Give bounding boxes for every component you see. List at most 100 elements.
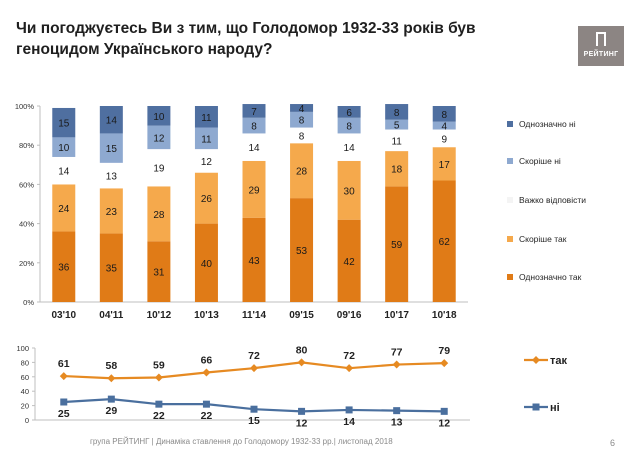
bar-data-label: 11 (201, 113, 212, 124)
bar-data-label: 43 (248, 256, 260, 267)
bar-data-label: 30 (344, 186, 356, 197)
bar-data-label: 28 (153, 210, 165, 221)
line-data-label: 66 (201, 354, 213, 366)
line-point-line_yes (107, 374, 116, 383)
line-data-label: 22 (201, 410, 213, 422)
bar-category-label: 10'13 (194, 310, 219, 321)
bar-data-label: 24 (58, 204, 70, 215)
bar-category-label: 11'14 (242, 310, 267, 321)
line-data-label: 12 (296, 417, 308, 429)
chart-title: Чи погоджуєтесь Ви з тим, що Голодомор 1… (16, 20, 476, 58)
bar-data-label: 13 (106, 172, 118, 183)
line-point-line_yes (392, 360, 401, 369)
line-point-line_no (345, 406, 353, 414)
bar-data-label: 10 (58, 143, 70, 154)
bar-category-label: 09'16 (337, 310, 362, 321)
bar-data-label: 14 (106, 116, 118, 127)
bar-segment-hard_to_say (99, 162, 123, 189)
line-data-label: 58 (105, 360, 117, 372)
line-legend-label-line_yes: так (550, 355, 568, 367)
bar-data-label: 14 (248, 143, 260, 154)
line-point-line_yes (59, 372, 68, 381)
bar-category-label: 10'12 (147, 310, 172, 321)
line-y-tick-label: 100 (16, 344, 29, 353)
legend-label-strong-no: Однозначно ні (519, 119, 576, 129)
bar-segment-strong_yes (99, 233, 123, 302)
bar-segment-rather_no (52, 137, 76, 157)
legend-rather-yes: Скоріше так (507, 234, 566, 244)
bar-data-label: 42 (344, 257, 356, 268)
bar-segment-strong_yes (432, 180, 456, 302)
bar-data-label: 6 (346, 108, 352, 119)
bar-data-label: 8 (441, 110, 447, 121)
bar-data-label: 40 (201, 259, 213, 270)
bar-segment-strong_yes (147, 241, 171, 302)
legend-hard-to-say: Важко відповісти (507, 195, 586, 205)
bar-segment-rather_no (99, 133, 123, 163)
line-point-line_yes (297, 358, 306, 367)
line-data-label: 59 (153, 360, 165, 372)
bar-data-label: 8 (299, 116, 305, 127)
bar-segment-strong_no (99, 106, 123, 134)
bar-data-label: 59 (391, 240, 403, 251)
bar-data-label: 8 (251, 122, 257, 133)
bar-segment-hard_to_say (432, 129, 456, 148)
line-point-line_no (393, 407, 401, 415)
bar-y-tick-label: 20% (19, 259, 34, 268)
bar-data-label: 12 (201, 157, 213, 168)
bar-data-label: 36 (58, 263, 70, 274)
legend-swatch-strong-yes (507, 274, 513, 280)
legend-swatch-rather-yes (507, 236, 513, 242)
legend-label-strong-yes: Однозначно так (519, 272, 582, 282)
line-data-label: 72 (343, 350, 355, 362)
line-y-tick-label: 20 (21, 402, 29, 411)
line-data-label: 15 (248, 415, 260, 427)
line-y-tick-label: 80 (21, 358, 29, 367)
line-data-label: 77 (391, 347, 403, 359)
bar-y-tick-label: 0% (23, 298, 34, 307)
bar-data-label: 29 (248, 185, 260, 196)
bar-segment-hard_to_say (337, 133, 361, 161)
bar-data-label: 4 (299, 104, 305, 115)
bar-data-label: 7 (251, 107, 257, 118)
bar-segment-rather_yes (147, 186, 171, 242)
bar-y-tick-label: 80% (19, 141, 34, 150)
line-data-label: 72 (248, 350, 260, 362)
bar-segment-rather_yes (290, 143, 314, 199)
bar-data-label: 17 (439, 160, 451, 171)
bar-segment-hard_to_say (290, 127, 314, 144)
bar-segment-strong_yes (385, 186, 409, 302)
bar-data-label: 28 (296, 167, 308, 178)
bar-y-tick-label: 60% (19, 180, 34, 189)
footer-text: група РЕЙТИНГ | Динаміка ставлення до Го… (90, 437, 393, 446)
bar-data-label: 14 (58, 167, 70, 178)
line-point-line_yes (250, 364, 258, 373)
bar-segment-rather_yes (242, 160, 266, 218)
bar-segment-rather_no (147, 125, 171, 150)
bar-data-label: 31 (153, 268, 165, 279)
bar-segment-strong_yes (337, 219, 361, 302)
line-data-label: 25 (58, 408, 70, 420)
line-point-line_yes (202, 368, 211, 377)
line-legend-label-line_no: ні (550, 402, 560, 414)
line-point-line_no (107, 395, 115, 403)
bar-category-label: 10'18 (432, 310, 457, 321)
bar-data-label: 10 (153, 112, 165, 123)
line-point-line_no (155, 400, 163, 408)
bar-segment-rather_yes (432, 147, 456, 181)
bar-data-label: 9 (441, 134, 447, 145)
bar-segment-rather_yes (337, 160, 361, 220)
bar-segment-strong_yes (242, 217, 266, 302)
bar-segment-strong_no (290, 104, 314, 112)
bar-segment-rather_no (290, 111, 314, 128)
bar-data-label: 11 (201, 134, 212, 145)
bar-data-label: 8 (346, 122, 352, 133)
bar-category-label: 09'15 (289, 310, 314, 321)
line-point-line_no (202, 400, 210, 408)
bar-data-label: 14 (344, 143, 356, 154)
line-data-label: 80 (296, 344, 308, 356)
legend-label-hard-to-say: Важко відповісти (519, 195, 586, 205)
line-point-line_yes (154, 373, 163, 382)
line-point-line_yes (440, 359, 449, 368)
legend-strong-no: Однозначно ні (507, 119, 576, 129)
